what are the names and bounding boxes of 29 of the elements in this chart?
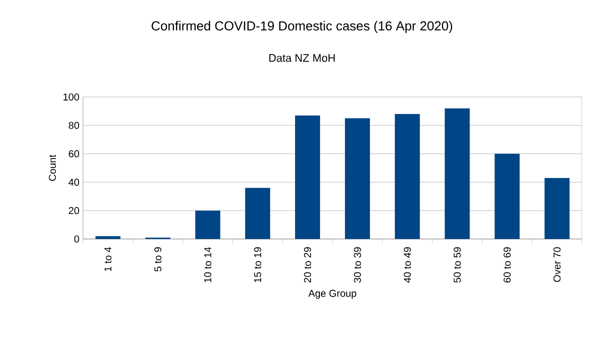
x-tick-label: 30 to 39: [354, 247, 361, 283]
bar: [394, 114, 420, 239]
x-tick-label: 50 to 59: [454, 247, 461, 283]
x-axis-title: Age Group: [308, 290, 356, 299]
x-tick-label: Over 70: [554, 247, 561, 282]
x-tick-label: 1 to 4: [104, 247, 112, 272]
x-tick-label: 15 to 19: [254, 247, 262, 282]
y-tick-label: 40: [68, 178, 80, 186]
bar: [245, 188, 270, 239]
y-tick-label: 60: [68, 150, 80, 158]
y-tick-label: 20: [68, 207, 80, 214]
bar: [494, 154, 520, 239]
chart-subtitle: Data NZ MoH: [269, 54, 335, 62]
bar: [195, 210, 220, 239]
y-tick-label: 80: [68, 122, 80, 129]
chart-title: Confirmed COVID-19 Domestic cases (16 Apr 2020): [152, 20, 452, 34]
y-axis-title: Count: [48, 154, 56, 181]
bar: [544, 178, 570, 239]
x-tick-label: 5 to 9: [154, 247, 162, 272]
bar: [444, 108, 470, 239]
x-tick-label: 40 to 49: [404, 247, 411, 283]
bar: [295, 115, 320, 239]
x-tick-label: 60 to 69: [504, 247, 511, 282]
x-tick-label: 10 to 14: [204, 247, 212, 282]
bar: [344, 118, 370, 239]
y-tick-label: 100: [64, 93, 80, 101]
x-tick-label: 20 to 29: [304, 247, 312, 282]
y-tick-label: 0: [74, 235, 80, 243]
bar: [95, 236, 120, 239]
